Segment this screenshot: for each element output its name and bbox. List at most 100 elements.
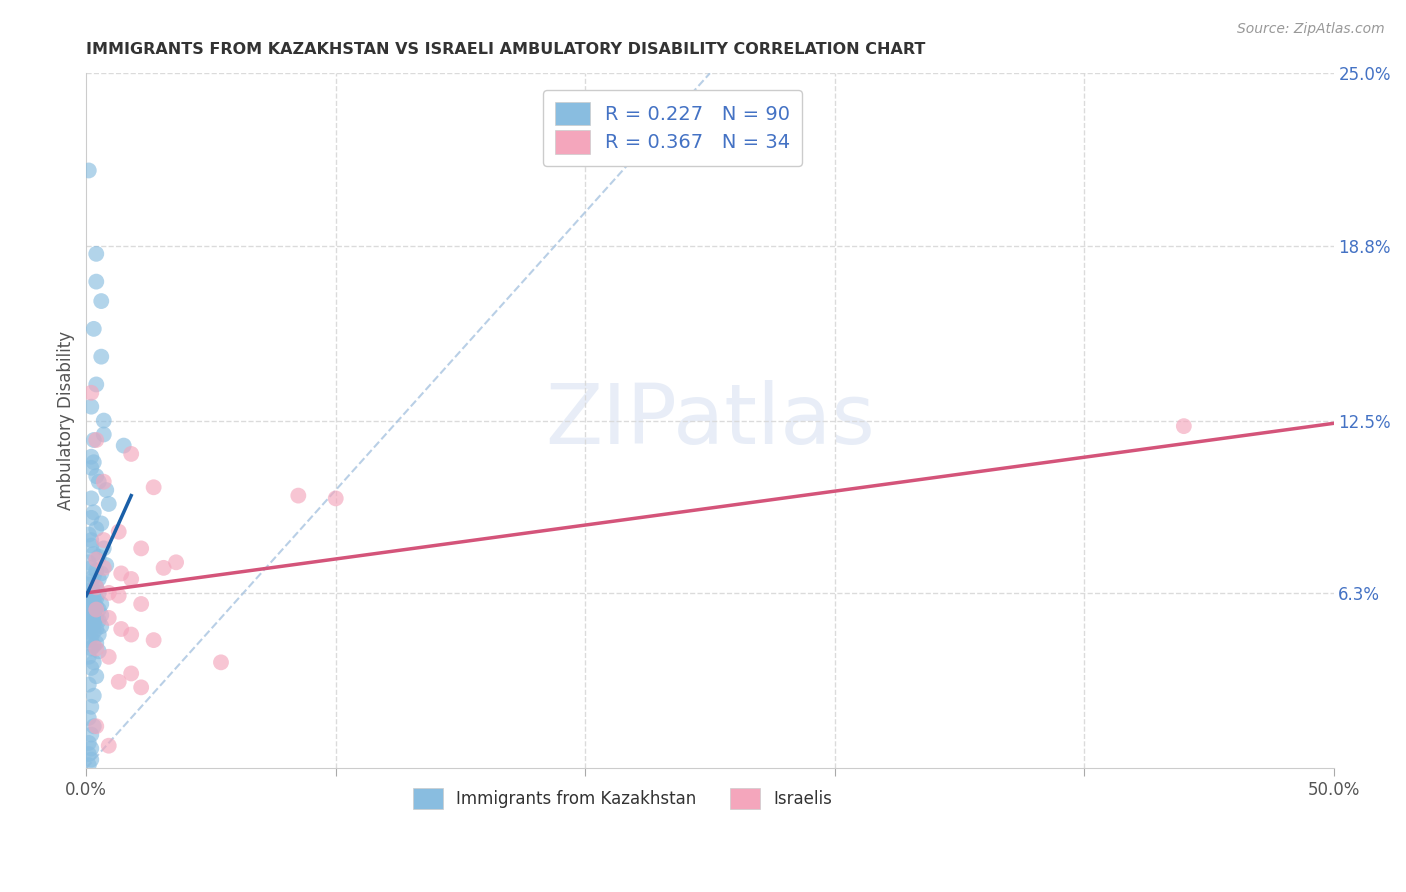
Point [77,711,100,725]
Point [80,450,103,464]
Point [84,591,107,606]
Point [93,475,115,489]
Point [80,385,103,400]
Point [84,636,107,650]
Point [77,163,100,178]
Point [84,247,107,261]
Y-axis label: Ambulatory Disability: Ambulatory Disability [58,331,75,510]
Point [80,511,103,525]
Point [84,641,107,656]
Point [84,377,107,392]
Point [112,439,135,453]
Point [83,433,105,447]
Point [77,736,100,750]
Point [84,552,107,566]
Point [97,739,120,753]
Point [107,589,129,603]
Point [80,661,103,675]
Point [77,527,100,541]
Point [120,666,142,681]
Point [93,561,115,575]
Point [80,728,103,742]
Point [93,427,115,442]
Point [110,622,132,636]
Point [83,569,105,583]
Point [80,699,103,714]
Point [80,614,103,628]
Point [87,627,110,641]
Point [97,497,120,511]
Point [83,656,105,670]
Point [120,447,142,461]
Point [84,580,107,594]
Point [83,605,105,619]
Point [129,597,152,611]
Point [287,489,309,503]
Point [142,480,165,494]
Point [83,719,105,733]
Point [84,469,107,483]
Point [84,580,107,594]
Text: IMMIGRANTS FROM KAZAKHSTAN VS ISRAELI AMBULATORY DISABILITY CORRELATION CHART: IMMIGRANTS FROM KAZAKHSTAN VS ISRAELI AM… [86,42,925,57]
Point [80,641,103,656]
Point [93,541,115,556]
Point [80,583,103,598]
Point [152,561,174,575]
Point [80,460,103,475]
Point [97,649,120,664]
Point [1173,419,1195,434]
Point [80,591,103,606]
Point [77,649,100,664]
Point [97,611,120,625]
Point [84,719,107,733]
Point [83,689,105,703]
Point [77,633,100,648]
Point [90,619,112,633]
Point [83,639,105,653]
Point [83,586,105,600]
Point [325,491,347,506]
Point [120,572,142,586]
Point [87,549,110,564]
Point [84,669,107,683]
Point [80,599,103,614]
Point [87,614,110,628]
Point [107,524,129,539]
Point [77,594,100,608]
Point [129,681,152,695]
Point [83,616,105,631]
Point [77,608,100,623]
Point [90,597,112,611]
Point [84,433,107,447]
Point [80,561,103,575]
Text: ZIPatlas: ZIPatlas [546,380,875,461]
Point [84,275,107,289]
Point [77,624,100,639]
Point [90,608,112,623]
Point [77,577,100,591]
Point [84,564,107,578]
Point [87,475,110,489]
Point [96,483,118,497]
Point [80,619,103,633]
Point [80,605,103,619]
Point [80,539,103,553]
Legend: Immigrants from Kazakhstan, Israelis: Immigrants from Kazakhstan, Israelis [406,781,839,815]
Point [84,611,107,625]
Point [93,533,115,547]
Point [83,322,105,336]
Point [80,491,103,506]
Point [80,533,103,547]
Point [83,611,105,625]
Point [83,624,105,639]
Point [90,350,112,364]
Point [77,758,100,772]
Point [90,294,112,309]
Point [90,516,112,531]
Point [83,547,105,561]
Point [90,566,112,581]
Point [77,555,100,569]
Point [77,747,100,761]
Point [80,753,103,767]
Point [87,572,110,586]
